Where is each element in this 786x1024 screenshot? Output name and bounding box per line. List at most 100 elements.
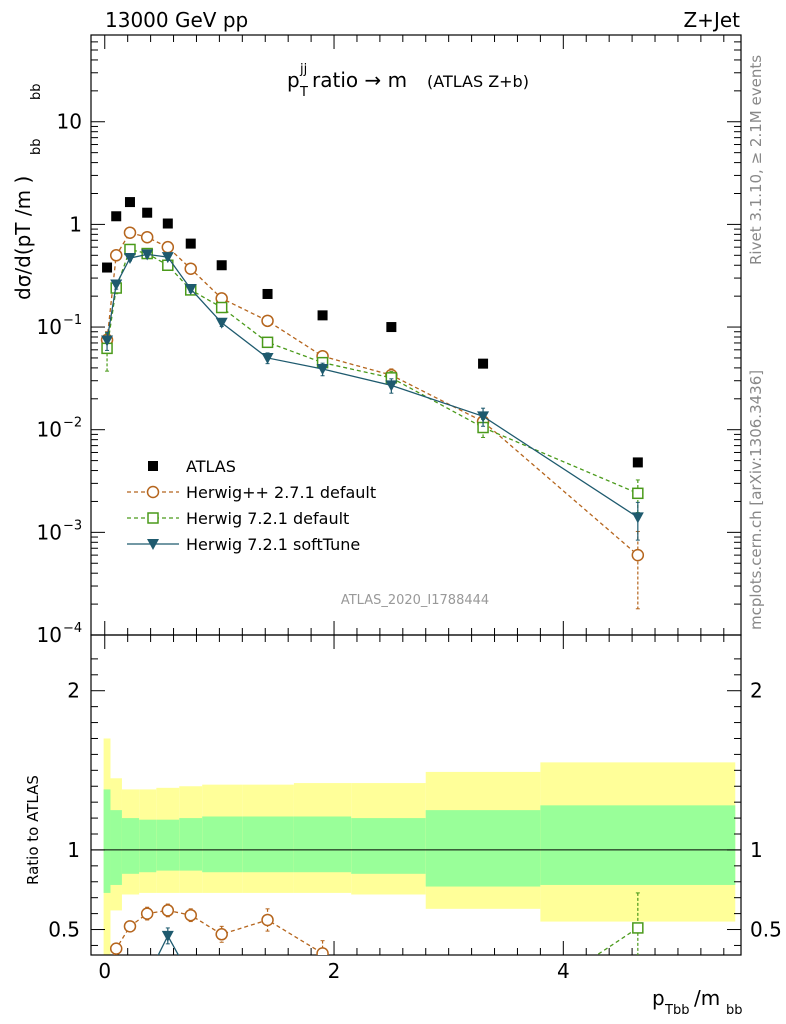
ylabel-top-sub2: bb — [29, 83, 44, 100]
ratio-data-point — [123, 920, 137, 933]
ylabel-bottom: Ratio to ATLAS — [24, 775, 42, 885]
xlabel-rest: /m — [694, 986, 720, 1010]
ratio-data-point — [261, 913, 274, 927]
data-point — [124, 243, 136, 256]
legend-marker — [148, 461, 158, 471]
ratio-data-point — [161, 904, 175, 917]
data-point — [215, 317, 228, 329]
watermark: ATLAS_2020_I1788444 — [341, 593, 489, 608]
xlabel-p: p — [652, 986, 665, 1010]
band-inner — [425, 810, 541, 887]
data-point — [123, 253, 136, 265]
band-inner — [202, 816, 243, 873]
ratio-data-point — [215, 928, 228, 941]
band-inner — [242, 816, 294, 873]
band-inner — [540, 805, 736, 885]
data-point — [632, 487, 644, 500]
data-point — [184, 262, 197, 275]
data-point — [101, 335, 114, 347]
ylabel-top: dσ/d(pT /m ) bb bb — [11, 83, 44, 300]
data-point — [385, 380, 398, 392]
xlabel: p Tbb /m bb — [652, 986, 743, 1018]
data-point — [261, 352, 274, 364]
xtick-label: 4 — [557, 959, 570, 983]
band-inner — [139, 819, 157, 873]
xlabel-sub2: bb — [726, 1003, 743, 1018]
mcplots-label: mcplots.cern.ch [arXiv:1306.3436] — [747, 370, 765, 630]
band-inner — [121, 818, 140, 874]
xtick-label: 0 — [98, 959, 111, 983]
data-point — [161, 240, 175, 254]
ratio-series-line — [595, 927, 639, 955]
ylabel-top-text: dσ/d(pT /m ) — [11, 176, 35, 300]
band-inner — [179, 818, 203, 871]
ratio-ytick-label-right: 0.5 — [750, 918, 782, 942]
chart-title: p jj T ratio → m (ATLAS Z+b) — [287, 62, 529, 100]
band-inner — [156, 819, 180, 871]
data-point — [162, 218, 173, 229]
ylabel-top-sub1: bb — [29, 138, 44, 155]
data-point — [141, 249, 154, 261]
ratio-data-point — [632, 922, 644, 934]
data-point — [124, 197, 135, 208]
data-point — [161, 252, 174, 264]
series-line — [106, 253, 639, 518]
ytick-label: 10 — [37, 315, 62, 339]
band-inner — [110, 810, 122, 885]
band-inner — [293, 816, 352, 873]
data-point — [631, 548, 645, 562]
ytick-exponent: −1 — [63, 313, 82, 328]
ytick-exponent: −2 — [63, 416, 82, 431]
legend-marker — [146, 485, 160, 499]
ratio-series-line — [157, 934, 180, 955]
ratio-series-group — [109, 892, 644, 955]
ratio-series-line — [113, 909, 323, 955]
title-sub: T — [299, 85, 308, 100]
data-point — [477, 411, 490, 423]
xlabel-sub: Tbb — [664, 1003, 689, 1018]
data-point — [184, 283, 197, 295]
legend-label: ATLAS — [186, 457, 236, 476]
header-left: 13000 GeV pp — [105, 8, 248, 32]
series-line — [106, 231, 639, 556]
data-point — [632, 457, 643, 468]
ratio-data-point — [316, 947, 329, 955]
data-point — [262, 288, 273, 299]
data-point — [317, 310, 328, 321]
legend-marker — [147, 512, 159, 524]
data-point — [215, 301, 228, 314]
data-point — [631, 512, 644, 524]
data-point — [111, 211, 122, 222]
data-point — [142, 207, 153, 218]
data-point — [123, 226, 137, 239]
data-point — [316, 364, 329, 376]
legend-marker — [147, 539, 159, 550]
ratio-ytick-label: 0.5 — [48, 918, 80, 942]
band-inner — [103, 789, 111, 893]
data-point — [110, 279, 123, 291]
ratio-panel: 0 2 4 0.5 0.5 1 1 2 2 — [48, 634, 782, 983]
ratio-ytick-label-right: 2 — [750, 679, 763, 703]
series-line — [106, 248, 639, 494]
data-point — [216, 260, 227, 271]
ratio-data-point — [161, 930, 174, 942]
rivet-label: Rivet 3.1.10, ≥ 2.1M events — [747, 55, 765, 265]
data-point — [261, 336, 274, 349]
ytick-label: 10 — [37, 623, 62, 647]
title-small: (ATLAS Z+b) — [427, 72, 529, 91]
title-rest: ratio → m — [312, 68, 407, 92]
data-point — [185, 238, 196, 249]
ratio-data-point — [109, 942, 123, 955]
ytick-label: 10 — [57, 110, 82, 134]
ytick-label: 1 — [69, 212, 82, 236]
xtick-label: 2 — [328, 959, 341, 983]
title-p: p — [287, 68, 300, 92]
legend-label: Herwig++ 2.7.1 default — [186, 483, 376, 502]
ratio-frame — [90, 634, 742, 956]
ratio-ytick-label: 2 — [67, 679, 80, 703]
data-point — [478, 358, 489, 369]
data-point — [140, 230, 154, 244]
ratio-ytick-label-right: 1 — [750, 838, 763, 862]
